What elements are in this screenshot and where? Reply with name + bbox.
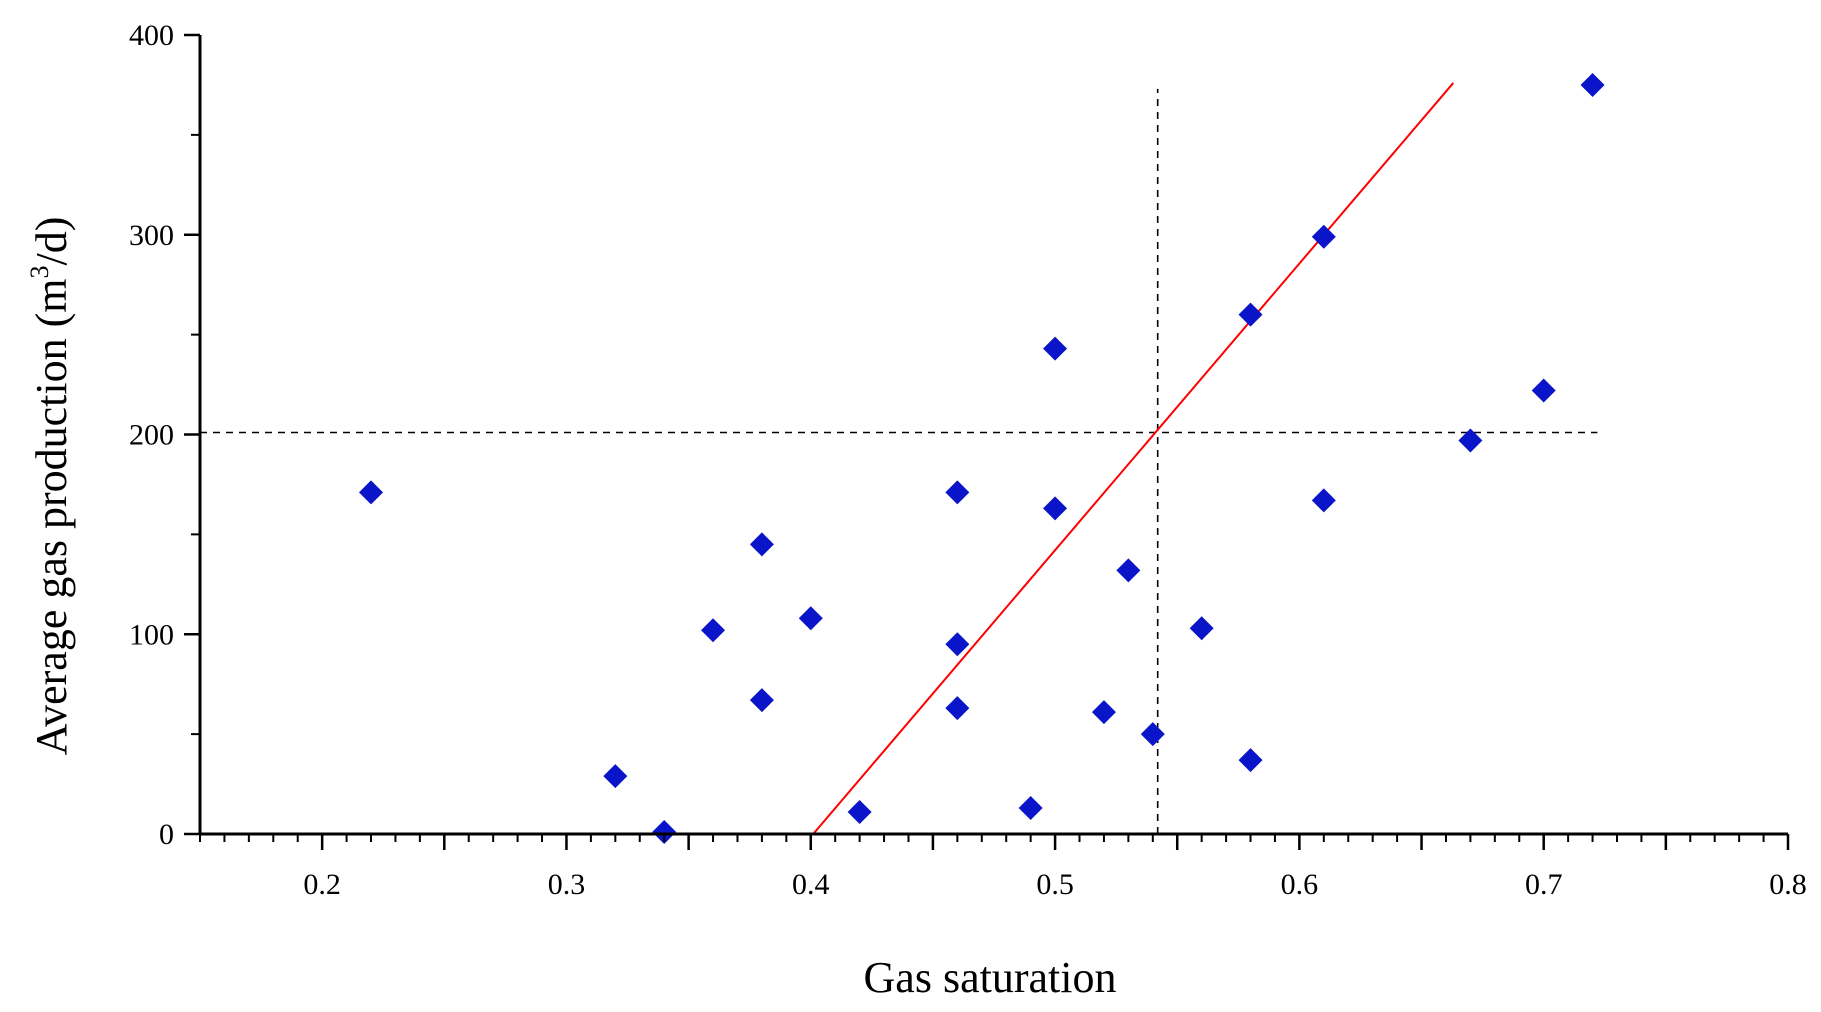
data-point [1189, 616, 1214, 641]
y-tick-label: 300 [129, 219, 174, 252]
data-point [1531, 378, 1556, 403]
data-point [945, 480, 970, 505]
data-point [701, 618, 726, 643]
y-axis-title: Average gas production (m3/d) [25, 217, 76, 756]
data-point [1311, 488, 1336, 513]
y-tick-label: 0 [159, 818, 174, 851]
x-tick-label: 0.2 [303, 868, 341, 901]
data-point [1091, 700, 1116, 725]
data-point [1311, 224, 1336, 249]
data-point [603, 764, 628, 789]
fit-line [812, 82, 1455, 835]
y-axis-ticks: 0 100 200 300 400 [129, 19, 200, 851]
x-tick-label: 0.8 [1769, 868, 1807, 901]
x-axis-title: Gas saturation [864, 953, 1117, 1002]
data-point [945, 696, 970, 721]
data-point [847, 800, 872, 825]
axes [198, 35, 1788, 836]
data-point [1140, 722, 1165, 747]
y-axis-title-superscript: 3 [25, 265, 54, 278]
data-point [1580, 72, 1605, 97]
data-point [1043, 496, 1068, 521]
x-tick-label: 0.5 [1036, 868, 1074, 901]
x-tick-label: 0.3 [548, 868, 586, 901]
y-tick-label: 200 [129, 419, 174, 452]
data-point [1458, 428, 1483, 453]
data-points [359, 72, 1605, 845]
fit-line-group [812, 82, 1455, 835]
data-point [1116, 558, 1141, 583]
y-axis-title-main: Average gas production (m [27, 278, 76, 755]
x-tick-label: 0.4 [792, 868, 830, 901]
data-point [749, 688, 774, 713]
data-point [798, 606, 823, 631]
x-tick-label: 0.7 [1525, 868, 1563, 901]
reference-lines [200, 88, 1598, 834]
y-tick-label: 400 [129, 19, 174, 52]
data-point [1043, 336, 1068, 361]
data-point [1018, 796, 1043, 821]
data-point [359, 480, 384, 505]
x-tick-label: 0.6 [1281, 868, 1319, 901]
data-point [945, 632, 970, 657]
data-point [1238, 748, 1263, 773]
data-point [1238, 302, 1263, 327]
y-axis-title-end: /d) [27, 217, 76, 266]
x-axis-ticks: 0.2 0.3 0.4 0.5 0.6 0.7 0.8 [199, 834, 1807, 901]
data-point [749, 532, 774, 557]
data-point [652, 820, 677, 845]
y-tick-label: 100 [129, 618, 174, 651]
